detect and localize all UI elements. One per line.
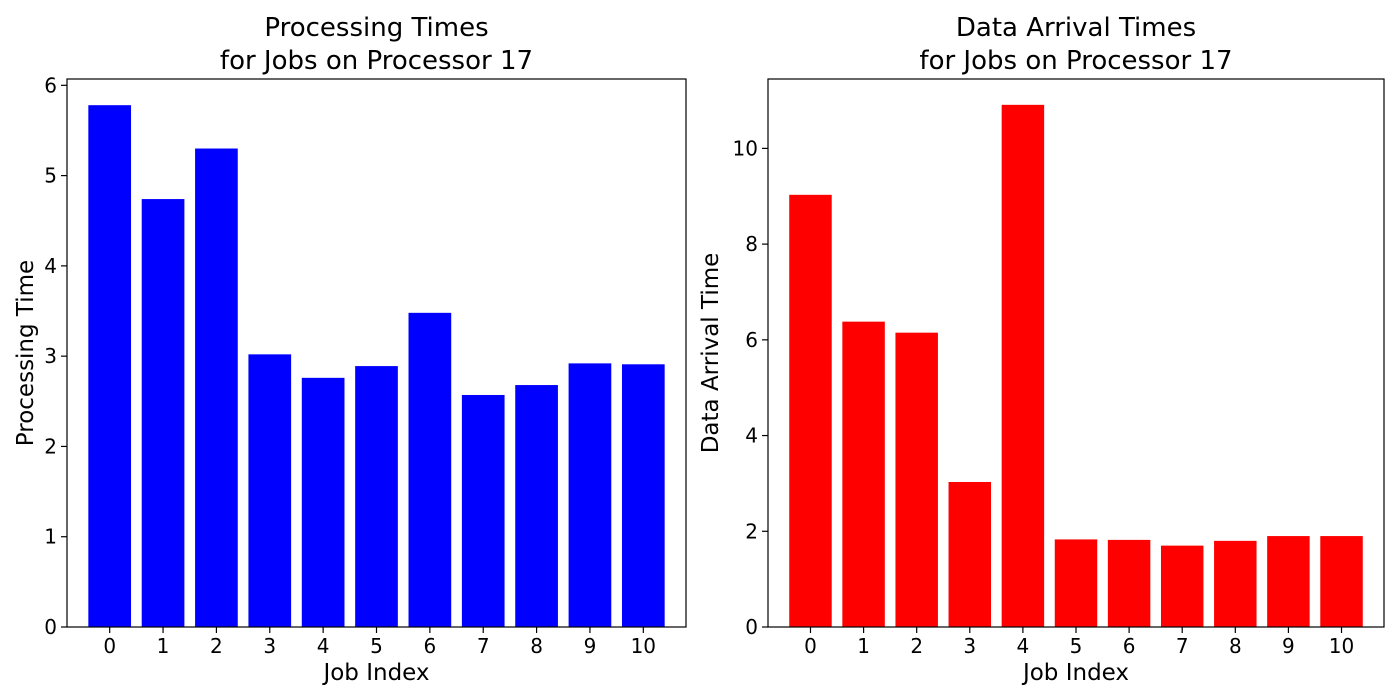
x-tick-label: 3 [263, 634, 276, 658]
bar [515, 385, 558, 627]
x-tick-label: 0 [804, 634, 817, 658]
bar [568, 363, 612, 627]
bar [141, 199, 185, 627]
x-tick-label: 4 [317, 634, 330, 658]
bar [1214, 540, 1257, 627]
bar [88, 105, 132, 628]
chart-title-line: for Jobs on Processor 17 [919, 46, 1232, 76]
x-axis-label: Job Index [1021, 660, 1129, 686]
chart-title-line: Data Arrival Times [956, 13, 1196, 43]
x-tick-label: 7 [477, 634, 490, 658]
x-tick-label: 10 [1329, 634, 1354, 658]
bar [842, 321, 885, 627]
bar [1320, 536, 1363, 627]
chart-1: 0 1 2 3 4 5 6 7 8 9 10 0 2 4 6 8 10 Data Arrival Times for… [698, 13, 1385, 686]
y-tick-label: 8 [745, 232, 758, 256]
bar [948, 481, 992, 627]
x-tick-label: 8 [530, 634, 543, 658]
x-tick-label: 3 [963, 634, 976, 658]
x-tick-label: 0 [103, 634, 116, 658]
x-tick-label: 6 [423, 634, 436, 658]
bar [461, 394, 505, 627]
chart-0: 0 1 2 3 4 5 6 7 8 9 10 0 1 2 3 4 5 6 Processing Times for J… [13, 13, 687, 686]
y-tick-label: 6 [44, 73, 57, 97]
chart-title-line: Processing Times [264, 13, 488, 43]
x-axis-label: Job Index [321, 660, 429, 686]
bar [895, 332, 938, 627]
y-tick-label: 5 [44, 164, 57, 188]
x-tick-label: 6 [1123, 634, 1136, 658]
bar [1054, 539, 1098, 627]
x-tick-label: 2 [210, 634, 223, 658]
x-tick-label: 5 [370, 634, 383, 658]
x-tick-label: 5 [1070, 634, 1083, 658]
bar [1001, 104, 1045, 628]
x-tick-label: 4 [1017, 634, 1030, 658]
x-tick-label: 9 [584, 634, 597, 658]
x-tick-label: 1 [157, 634, 170, 658]
bar [1160, 545, 1204, 627]
x-tick-label: 1 [857, 634, 870, 658]
x-tick-label: 2 [910, 634, 923, 658]
y-axis-label: Processing Time [13, 260, 39, 446]
y-tick-label: 1 [44, 525, 57, 549]
bar [1107, 539, 1151, 627]
x-tick-label: 9 [1282, 634, 1295, 658]
y-tick-label: 2 [745, 519, 758, 543]
bar [1267, 536, 1310, 627]
bar [301, 377, 345, 627]
bar [408, 312, 452, 627]
x-tick-label: 10 [631, 634, 656, 658]
bar [248, 354, 292, 627]
y-tick-label: 6 [745, 328, 758, 352]
y-axis-label: Data Arrival Time [698, 253, 724, 454]
y-tick-label: 10 [733, 136, 758, 160]
chart-title-line: for Jobs on Processor 17 [220, 46, 533, 76]
chart-title: Data Arrival Times for Jobs on Processor … [919, 13, 1232, 76]
bar [195, 148, 238, 627]
x-tick-label: 7 [1176, 634, 1189, 658]
y-tick-label: 4 [44, 254, 57, 278]
bar [621, 364, 665, 627]
y-tick-label: 0 [44, 615, 57, 639]
y-tick-label: 4 [745, 424, 758, 448]
x-tick-label: 8 [1229, 634, 1242, 658]
bar [355, 366, 398, 627]
y-tick-label: 0 [745, 615, 758, 639]
bar [789, 194, 832, 627]
y-tick-label: 2 [44, 434, 57, 458]
y-tick-label: 3 [44, 344, 57, 368]
chart-title: Processing Times for Jobs on Processor 17 [220, 13, 533, 76]
